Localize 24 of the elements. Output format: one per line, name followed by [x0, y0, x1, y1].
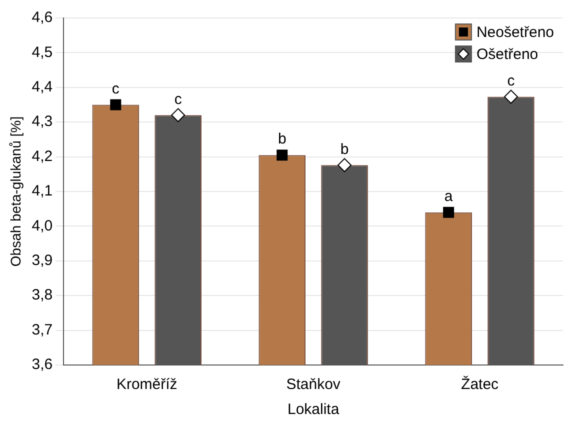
annotation: a [444, 188, 454, 205]
annotation: c [507, 72, 516, 90]
x-tick-label: Kroměříž [116, 376, 178, 394]
x-tick-label: Žatec [461, 375, 500, 394]
y-tick-label: 4,5 [32, 44, 53, 61]
x-axis-title: Lokalita [287, 401, 340, 418]
annotation: c [174, 90, 182, 108]
y-tick-label: 4,6 [32, 9, 53, 26]
annotation: c [112, 80, 120, 98]
y-tick-label: 4,4 [32, 78, 53, 96]
y-tick-label: 3,6 [32, 356, 53, 374]
annotation: b [278, 130, 286, 148]
y-tick-label: 3,7 [32, 321, 53, 338]
legend-label: Neošetřeno [476, 24, 554, 42]
y-tick-label: 4,2 [32, 148, 53, 165]
annotation: b [340, 140, 349, 158]
y-tick-label: 4,1 [32, 182, 53, 200]
y-tick-label: 3,8 [32, 286, 53, 304]
y-tick-label: 3,9 [32, 252, 53, 270]
y-tick-label: 4,0 [32, 217, 53, 234]
y-axis-title: Obsah beta-glukanů [%] [7, 116, 24, 267]
y-tick-label: 4,3 [32, 113, 53, 130]
legend-label: Ošetřeno [476, 46, 538, 64]
x-tick-label: Staňkov [286, 376, 341, 394]
